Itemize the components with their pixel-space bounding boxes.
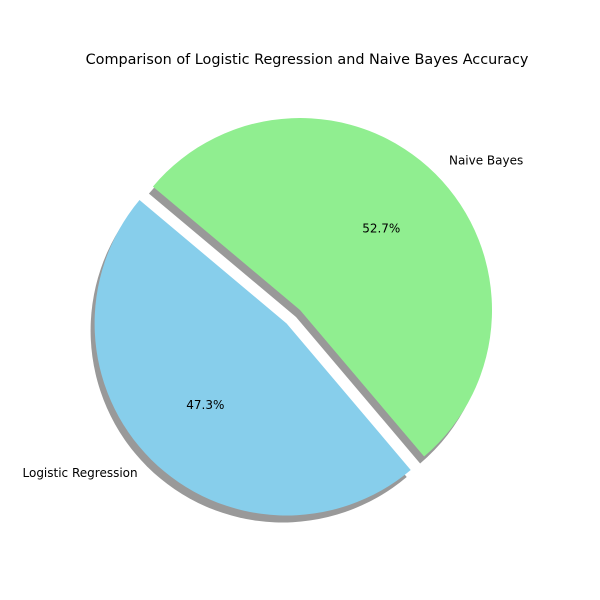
slice-labels: Logistic Regression 47.3% Naive Bayes 52.7% (23, 153, 524, 480)
slice-logistic-regression (94, 200, 411, 516)
slice-percent-naive-bayes: 52.7% (362, 221, 400, 235)
slice-percent-logistic-regression: 47.3% (186, 398, 224, 412)
chart-title: Comparison of Logistic Regression and Na… (86, 52, 529, 68)
slice-label-naive-bayes: Naive Bayes (449, 153, 523, 167)
slice-label-logistic-regression: Logistic Regression (23, 466, 138, 480)
slices (94, 117, 492, 516)
slice-naive-bayes (152, 117, 492, 457)
